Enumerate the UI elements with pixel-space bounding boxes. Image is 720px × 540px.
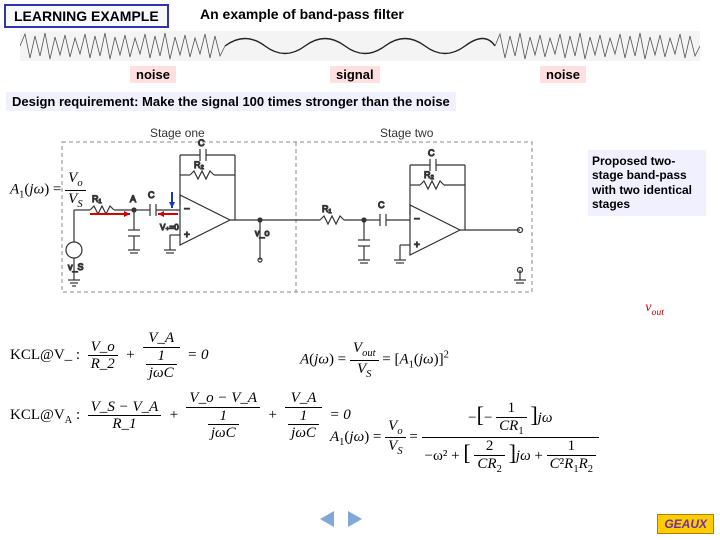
svg-text:R₁: R₁ [92,194,102,204]
eq-kcl-va: KCL@VA : V_S − V_AR_1 + V_o − V_A 1jωC +… [10,390,351,442]
prev-arrow-icon[interactable] [320,511,334,527]
stage-two-label: Stage two [380,126,433,140]
next-arrow-icon[interactable] [348,511,362,527]
svg-text:C: C [378,200,385,210]
svg-text:−: − [184,204,190,215]
waveform-svg [20,31,700,61]
nav-arrows [320,511,362,532]
side-note: Proposed two-stage band-pass with two id… [588,150,706,216]
design-requirement: Design requirement: Make the signal 100 … [6,92,456,111]
stage-one-label: Stage one [150,126,205,140]
geaux-badge: GEAUX [657,514,714,534]
learning-example-badge: LEARNING EXAMPLE [4,4,169,28]
svg-text:+: + [414,240,420,251]
noise-label-left: noise [130,66,176,83]
svg-text:R₂: R₂ [194,160,204,170]
svg-text:V₊=0: V₊=0 [160,223,179,232]
eq-a1: A1(jω) = VoVS [10,170,86,210]
svg-text:−: − [414,214,420,225]
svg-text:v_o: v_o [255,228,270,238]
svg-text:R₂: R₂ [424,170,434,180]
eq-transfer-full: A1(jω) = VoVS = −[− 1CR1 ]jω −ω² + [ 2CR… [330,400,599,475]
svg-text:v_S: v_S [68,262,84,272]
circuit-svg: v_S R₁ A C − + V₊=0 [60,130,560,310]
page-title: An example of band-pass filter [200,6,404,22]
svg-text:C: C [428,148,435,158]
eq-a-squared: A(jω) = VoutVS = [A1(jω)]2 [300,340,449,380]
svg-text:R₁: R₁ [322,204,332,214]
svg-text:A: A [130,194,136,204]
circuit-diagram: Stage one Stage two v_S R₁ A C [60,130,560,310]
svg-text:+: + [184,230,190,241]
eq-kcl-vminus: KCL@V_ : V_oR_2 + V_A 1jωC = 0 [10,330,209,382]
signal-label: signal [330,66,380,83]
vout-label: vout [645,300,664,318]
noise-label-right: noise [540,66,586,83]
waveform-strip [20,28,700,64]
svg-text:C: C [148,190,155,200]
